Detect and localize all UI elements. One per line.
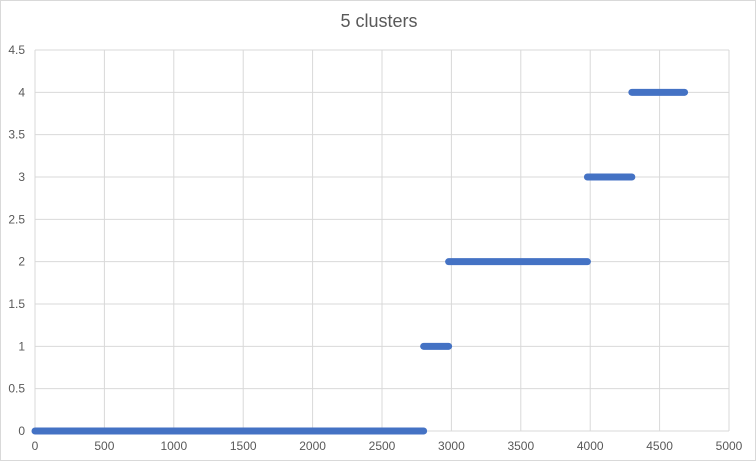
y-tick-label: 3.5 bbox=[8, 128, 25, 142]
chart-title: 5 clusters bbox=[340, 11, 418, 31]
x-tick-label: 2000 bbox=[299, 439, 326, 453]
x-tick-label: 4000 bbox=[577, 439, 604, 453]
x-tick-label: 0 bbox=[32, 439, 39, 453]
y-tick-label: 0.5 bbox=[8, 382, 25, 396]
x-tick-label: 2500 bbox=[369, 439, 396, 453]
x-tick-label: 500 bbox=[94, 439, 114, 453]
y-tick-label: 4 bbox=[18, 85, 25, 99]
y-tick-label: 1 bbox=[18, 339, 25, 353]
y-axis-tick-labels: 0 0.5 1 1.5 2 2.5 3 3.5 4 4.5 bbox=[8, 43, 25, 438]
y-tick-label: 3 bbox=[18, 170, 25, 184]
y-tick-label: 4.5 bbox=[8, 43, 25, 57]
y-tick-label: 0 bbox=[18, 424, 25, 438]
gridlines bbox=[34, 49, 730, 432]
x-axis-tick-labels: 0 500 1000 1500 2000 2500 3000 3500 4000 4500 5000 bbox=[32, 439, 743, 453]
y-tick-label: 2.5 bbox=[8, 212, 25, 226]
x-tick-label: 3500 bbox=[507, 439, 534, 453]
y-tick-label: 1.5 bbox=[8, 297, 25, 311]
x-tick-label: 4500 bbox=[646, 439, 673, 453]
y-tick-label: 2 bbox=[18, 255, 25, 269]
x-tick-label: 1000 bbox=[160, 439, 187, 453]
data-series bbox=[31, 88, 689, 435]
x-tick-label: 1500 bbox=[230, 439, 257, 453]
x-tick-label: 5000 bbox=[716, 439, 743, 453]
x-tick-label: 3000 bbox=[438, 439, 465, 453]
